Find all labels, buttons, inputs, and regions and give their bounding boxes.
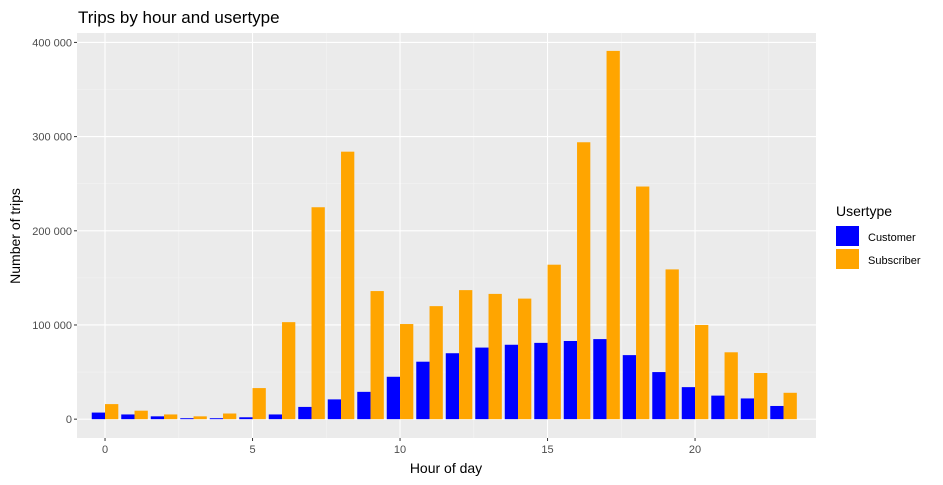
bar-customer-hour-19	[652, 372, 666, 420]
x-axis: 0 5 10 15 20	[102, 438, 701, 456]
y-tick-label: 0	[66, 414, 72, 426]
legend-label-customer: Customer	[868, 232, 916, 244]
bar-subscriber-hour-2	[164, 414, 178, 420]
bars	[91, 50, 797, 420]
bar-subscriber-hour-23	[783, 392, 797, 420]
bar-subscriber-hour-17	[606, 50, 620, 420]
bar-subscriber-hour-19	[665, 269, 679, 420]
bar-customer-hour-5	[239, 417, 253, 420]
bar-customer-hour-15	[534, 342, 548, 420]
bar-subscriber-hour-22	[754, 373, 768, 420]
bar-customer-hour-9	[357, 391, 371, 420]
bar-customer-hour-18	[622, 355, 637, 420]
bar-subscriber-hour-11	[429, 306, 443, 420]
bar-subscriber-hour-6	[282, 322, 296, 420]
y-tick-label: 200 000	[32, 226, 72, 238]
x-tick-label: 10	[394, 444, 406, 456]
chart-title: Trips by hour and usertype	[78, 8, 280, 27]
bar-customer-hour-1	[121, 414, 135, 420]
x-tick-label: 15	[541, 444, 553, 456]
bar-customer-hour-11	[416, 361, 430, 420]
bar-subscriber-hour-5	[252, 388, 266, 420]
bar-customer-hour-12	[445, 353, 460, 420]
x-tick-label: 20	[689, 444, 701, 456]
bar-customer-hour-20	[681, 387, 696, 420]
x-tick-label: 0	[102, 444, 108, 456]
legend-swatch-subscriber	[836, 249, 859, 269]
bar-customer-hour-8	[327, 399, 342, 420]
bar-subscriber-hour-0	[105, 404, 119, 420]
bar-subscriber-hour-18	[636, 186, 650, 420]
bar-customer-hour-4	[209, 418, 224, 420]
legend: Usertype Customer Subscriber	[836, 203, 921, 269]
bar-subscriber-hour-4	[223, 413, 237, 420]
bar-customer-hour-21	[711, 395, 725, 420]
bar-subscriber-hour-10	[400, 324, 414, 420]
bar-subscriber-hour-8	[341, 151, 355, 420]
y-axis-title: Number of trips	[7, 188, 23, 284]
bar-subscriber-hour-13	[488, 293, 502, 420]
bar-customer-hour-17	[593, 339, 607, 420]
bar-subscriber-hour-3	[193, 416, 207, 420]
bar-customer-hour-6	[268, 414, 283, 420]
bar-customer-hour-16	[563, 340, 578, 420]
bar-subscriber-hour-15	[547, 264, 561, 420]
bar-subscriber-hour-16	[577, 142, 591, 420]
bar-subscriber-hour-1	[134, 410, 148, 420]
y-tick-label: 100 000	[32, 320, 72, 332]
bar-subscriber-hour-7	[311, 207, 325, 420]
bar-subscriber-hour-12	[459, 290, 473, 420]
x-axis-title: Hour of day	[410, 460, 482, 476]
bar-customer-hour-2	[150, 416, 165, 420]
bar-subscriber-hour-9	[370, 291, 384, 420]
legend-swatch-customer	[836, 226, 859, 246]
bar-subscriber-hour-20	[695, 324, 709, 420]
bar-customer-hour-14	[504, 344, 519, 420]
bar-customer-hour-0	[91, 412, 106, 420]
y-tick-label: 400 000	[32, 37, 72, 49]
bar-customer-hour-13	[475, 347, 489, 420]
bar-customer-hour-7	[298, 406, 312, 420]
bar-customer-hour-3	[180, 418, 194, 420]
legend-title: Usertype	[836, 203, 892, 219]
bar-subscriber-hour-14	[518, 298, 532, 420]
bar-customer-hour-10	[386, 376, 401, 420]
x-tick-label: 5	[249, 444, 255, 456]
y-axis: 0 100 000 200 000 300 000 400 000	[32, 37, 77, 426]
bar-customer-hour-23	[770, 405, 784, 420]
y-tick-label: 300 000	[32, 132, 72, 144]
bar-subscriber-hour-21	[724, 352, 738, 420]
bar-customer-hour-22	[740, 398, 755, 420]
legend-label-subscriber: Subscriber	[868, 255, 921, 267]
